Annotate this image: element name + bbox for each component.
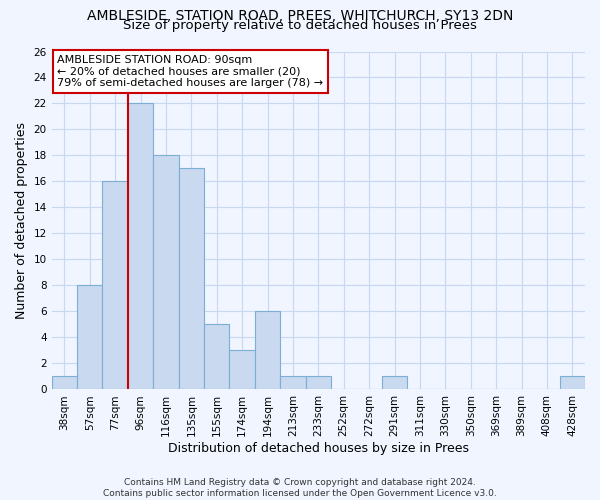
X-axis label: Distribution of detached houses by size in Prees: Distribution of detached houses by size …	[168, 442, 469, 455]
Bar	[560, 376, 585, 390]
Y-axis label: Number of detached properties: Number of detached properties	[15, 122, 28, 319]
Bar	[305, 376, 331, 390]
Bar	[229, 350, 255, 390]
Text: AMBLESIDE, STATION ROAD, PREES, WHITCHURCH, SY13 2DN: AMBLESIDE, STATION ROAD, PREES, WHITCHUR…	[87, 9, 513, 23]
Bar	[280, 376, 305, 390]
Bar	[103, 182, 128, 390]
Bar	[128, 104, 153, 390]
Bar	[52, 376, 77, 390]
Bar	[255, 312, 280, 390]
Bar	[204, 324, 229, 390]
Bar	[153, 156, 179, 390]
Text: Contains HM Land Registry data © Crown copyright and database right 2024.
Contai: Contains HM Land Registry data © Crown c…	[103, 478, 497, 498]
Bar	[77, 286, 103, 390]
Text: AMBLESIDE STATION ROAD: 90sqm
← 20% of detached houses are smaller (20)
79% of s: AMBLESIDE STATION ROAD: 90sqm ← 20% of d…	[57, 55, 323, 88]
Bar	[382, 376, 407, 390]
Bar	[179, 168, 204, 390]
Text: Size of property relative to detached houses in Prees: Size of property relative to detached ho…	[123, 19, 477, 32]
